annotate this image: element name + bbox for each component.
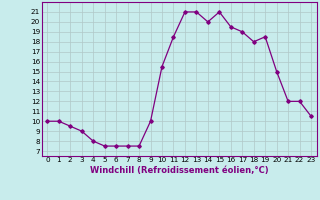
X-axis label: Windchill (Refroidissement éolien,°C): Windchill (Refroidissement éolien,°C): [90, 166, 268, 175]
